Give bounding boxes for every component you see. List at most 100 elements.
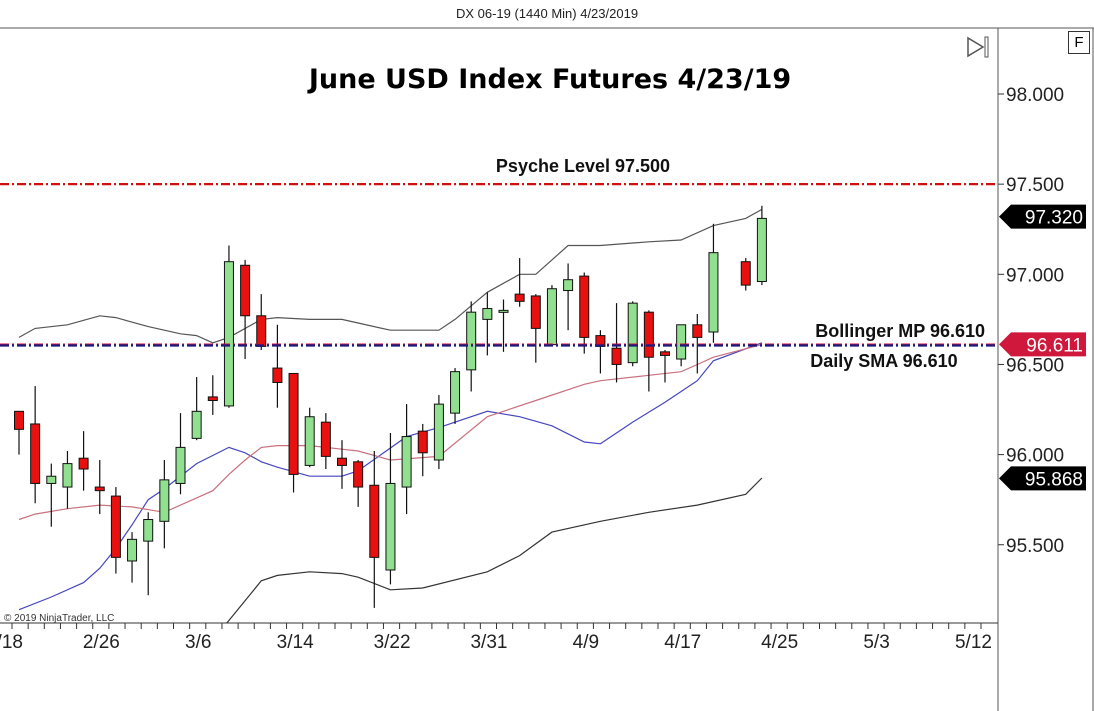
- candle-3-8: [240, 259, 251, 360]
- candle-body: [14, 410, 24, 430]
- candle-4-11: [627, 301, 638, 367]
- candle-body: [240, 264, 251, 317]
- candle-body: [579, 275, 590, 338]
- candle-4-18: [708, 223, 719, 343]
- candle-4-9: [595, 330, 606, 374]
- candle-body: [433, 403, 444, 461]
- copyright-text: © 2019 NinjaTrader, LLC: [4, 613, 114, 624]
- candle-body: [175, 446, 186, 484]
- candle-body: [256, 315, 267, 347]
- x-tick-label: 5/12: [955, 632, 992, 653]
- candle-4-5: [563, 263, 574, 331]
- candle-body: [692, 324, 703, 338]
- f-button[interactable]: F: [1068, 31, 1090, 54]
- candle-2-21: [62, 450, 73, 509]
- candle-body: [417, 430, 428, 454]
- candle-3-1: [159, 460, 170, 549]
- x-tick-label: 2/18: [0, 632, 23, 653]
- candle-3-29: [482, 292, 493, 356]
- candle-body: [353, 461, 364, 488]
- y-tick-label: 98.000: [1006, 85, 1064, 106]
- candle-3-11: [256, 294, 267, 351]
- candle-4-1: [498, 299, 509, 352]
- candle-4-4: [546, 285, 557, 347]
- candle-body: [94, 486, 105, 492]
- candle-3-27: [450, 368, 461, 424]
- level-label: Psyche Level 97.500: [496, 156, 670, 176]
- candle-2-26: [110, 487, 121, 574]
- price-tag-shape: [999, 332, 1086, 357]
- candle-2-19: [30, 386, 41, 504]
- y-tick-label: 97.500: [1006, 175, 1064, 196]
- x-tick-label: 3/22: [374, 632, 411, 653]
- candle-body: [320, 421, 331, 457]
- candle-3-21: [385, 432, 396, 585]
- x-tick-label: 3/31: [470, 632, 507, 653]
- candle-4-23: [756, 205, 767, 286]
- x-tick-label: 5/3: [863, 632, 889, 653]
- x-tick-label: 3/6: [185, 632, 211, 653]
- candle-4-12: [643, 310, 654, 392]
- lower-band-line: [225, 477, 763, 623]
- price-tag-label: 95.868: [1025, 469, 1083, 490]
- candle-2-25: [94, 460, 105, 515]
- price-tag-95.868: 95.868: [999, 466, 1086, 491]
- candle-body: [191, 410, 202, 439]
- candle-body: [143, 519, 154, 542]
- candle-3-6: [207, 375, 218, 415]
- x-tick-label: 3/14: [277, 632, 314, 653]
- candle-3-7: [223, 245, 234, 408]
- x-tick-label: 4/25: [761, 632, 798, 653]
- fast-average-line: [18, 342, 763, 611]
- candle-body: [272, 367, 283, 383]
- candle-3-19: [353, 460, 364, 507]
- candle-2-27: [127, 532, 138, 583]
- y-tick-label: 96.500: [1006, 355, 1064, 376]
- candle-body: [369, 484, 380, 558]
- candle-body: [676, 324, 687, 360]
- y-tick-label: 95.500: [1006, 536, 1064, 557]
- candle-body: [127, 538, 138, 562]
- candle-3-5: [191, 377, 202, 441]
- candle-body: [62, 463, 73, 488]
- candle-body: [546, 288, 557, 346]
- candle-body: [304, 416, 315, 466]
- candle-3-12: [272, 324, 283, 408]
- chart-window-header: DX 06-19 (1440 Min) 4/23/2019: [455, 6, 639, 21]
- candle-3-18: [337, 440, 347, 489]
- upper-band-line: [18, 208, 763, 344]
- candle-2-20: [46, 463, 57, 527]
- candle-2-28: [143, 512, 154, 596]
- price-tag-label: 96.611: [1026, 335, 1083, 356]
- candle-body: [611, 347, 622, 365]
- candle-body: [530, 295, 541, 329]
- price-tag-shape: [999, 204, 1086, 229]
- candle-2-18: [14, 410, 24, 455]
- candle-body: [450, 371, 461, 414]
- candle-3-26: [433, 395, 444, 470]
- candle-4-15: [660, 350, 670, 383]
- level-label: Bollinger MP 96.610: [815, 321, 985, 341]
- y-tick-label: 97.000: [1006, 265, 1064, 286]
- candle-body: [288, 372, 299, 475]
- candle-body: [740, 261, 751, 286]
- price-tag-97.320: 97.320: [999, 204, 1086, 229]
- candle-body: [627, 302, 638, 364]
- price-tag-96.611: 96.611: [999, 332, 1086, 357]
- candle-body: [466, 311, 477, 371]
- candle-4-2: [514, 258, 525, 307]
- skip-to-end-icon[interactable]: [967, 36, 989, 58]
- candle-body: [337, 457, 347, 466]
- candle-body: [660, 351, 670, 356]
- candle-body: [482, 308, 493, 320]
- candle-4-10: [611, 303, 622, 383]
- candle-body: [498, 309, 509, 313]
- candle-body: [563, 279, 574, 292]
- price-tag-label: 97.320: [1025, 208, 1083, 229]
- candle-body: [78, 457, 89, 470]
- candle-body: [159, 479, 170, 522]
- level-label: Daily SMA 96.610: [810, 351, 957, 371]
- x-tick-label: 4/17: [664, 632, 701, 653]
- candle-body: [643, 311, 654, 358]
- candle-body: [30, 423, 41, 484]
